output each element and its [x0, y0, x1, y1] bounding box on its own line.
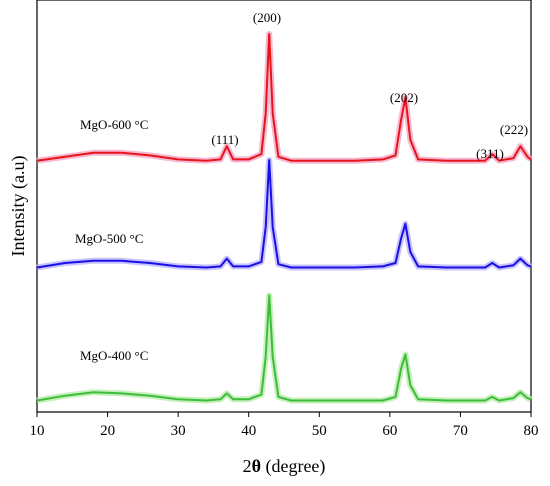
x-axis-title-symbol: θ	[252, 456, 261, 476]
series-label-400: MgO-400 °C	[80, 348, 148, 363]
x-axis-title: 2θ (degree)	[243, 456, 326, 477]
peak-label-202: (202)	[390, 90, 418, 105]
plot-frame	[36, 0, 532, 413]
series-label-500: MgO-500 °C	[75, 231, 143, 246]
peak-label-200: (200)	[253, 10, 281, 25]
x-tick-label-70: 70	[453, 423, 468, 439]
peak-label-111: (111)	[211, 132, 238, 147]
x-tick-label-30: 30	[171, 423, 186, 439]
series-line-1	[36, 159, 532, 269]
x-axis-title-suffix: (degree)	[261, 456, 325, 477]
x-tick-label-60: 60	[382, 423, 397, 439]
series-shadow-0	[36, 31, 533, 164]
series-label-600: MgO-600 °C	[80, 117, 148, 132]
peak-label-222: (222)	[500, 122, 528, 137]
x-tick-label-20: 20	[100, 423, 115, 439]
series-line-0	[36, 33, 532, 162]
peak-label-311: (311)	[476, 146, 504, 161]
x-ticks: 10 20 30 40 50 60 70 80	[30, 412, 539, 439]
x-tick-label-40: 40	[241, 423, 256, 439]
x-tick-label-80: 80	[524, 423, 539, 439]
y-axis-title: Intensity (a.u)	[8, 156, 29, 257]
series-shadow-1	[36, 157, 532, 271]
x-axis-title-prefix: 2	[243, 456, 252, 476]
x-tick-label-10: 10	[30, 423, 45, 439]
series-line-2	[36, 294, 532, 402]
series-layer	[36, 31, 533, 404]
x-tick-label-50: 50	[312, 423, 327, 439]
